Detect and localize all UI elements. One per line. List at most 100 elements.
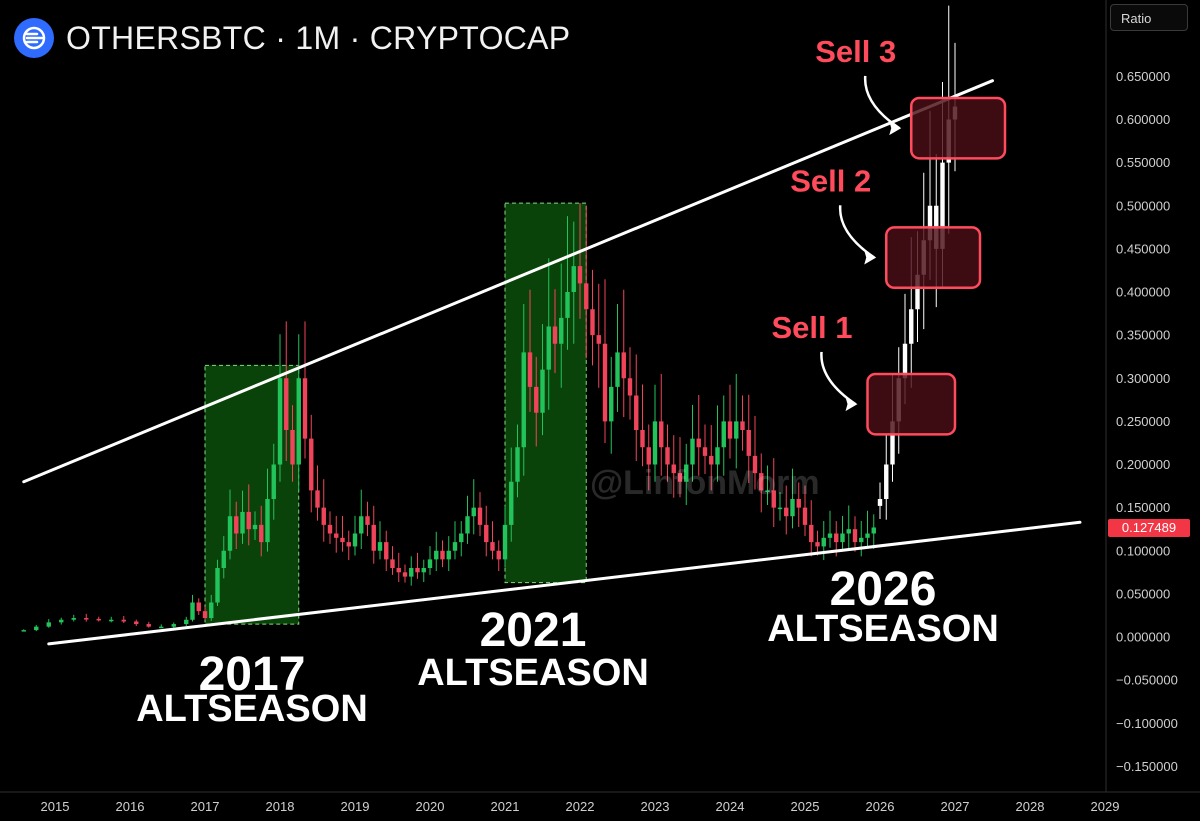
last-price-label: 0.127489 <box>1108 519 1190 537</box>
historical-candle <box>602 343 608 422</box>
y-tick-label: 0.600000 <box>1116 112 1170 127</box>
sell-label-3: Sell 3 <box>815 34 896 69</box>
historical-candle <box>134 621 139 625</box>
trendline-upper <box>22 79 994 484</box>
historical-candle <box>265 499 270 543</box>
historical-candle <box>171 624 176 627</box>
sell-label-1: Sell 1 <box>772 310 853 345</box>
sell-zone-2 <box>885 226 982 289</box>
historical-candle <box>284 378 289 430</box>
historical-candle <box>596 335 601 344</box>
projection-candle <box>940 162 945 249</box>
historical-candle <box>746 430 751 456</box>
historical-candle <box>296 378 301 465</box>
historical-candle <box>196 602 201 612</box>
historical-candle <box>452 542 458 551</box>
historical-candle <box>827 533 833 538</box>
projection-candle <box>884 464 889 499</box>
y-tick-label: 0.100000 <box>1116 543 1170 558</box>
projection-candle <box>915 274 920 310</box>
historical-candle <box>759 473 764 491</box>
historical-candle <box>752 455 758 474</box>
historical-candle <box>715 447 720 465</box>
historical-candle <box>727 421 733 439</box>
y-tick-label: 0.650000 <box>1116 69 1170 84</box>
y-tick-label: −0.100000 <box>1116 716 1178 731</box>
sell-zones: Sell 1 Sell 2 Sell 3 <box>772 34 1007 436</box>
historical-candle <box>359 516 364 534</box>
historical-candle <box>840 533 845 543</box>
historical-candle <box>190 602 195 620</box>
historical-candle <box>640 430 645 448</box>
watermark-text: @LinfonMorm <box>590 464 820 502</box>
historical-candle <box>202 611 208 619</box>
historical-candle <box>34 626 39 631</box>
historical-candle <box>584 283 589 310</box>
y-tick-label: 0.200000 <box>1116 457 1170 472</box>
historical-candle <box>671 464 676 474</box>
historical-candle <box>109 619 114 622</box>
historical-candle <box>552 326 558 344</box>
historical-candle <box>352 533 358 547</box>
y-tick-label: −0.150000 <box>1116 759 1178 774</box>
historical-candle <box>259 524 264 543</box>
historical-candle <box>846 529 851 534</box>
historical-candle <box>577 266 583 284</box>
historical-candle <box>290 430 295 465</box>
sell-arrow-2 <box>838 205 875 259</box>
historical-candle <box>334 533 339 538</box>
sell-zone-3 <box>910 96 1007 160</box>
x-tick-label: 2018 <box>266 799 295 814</box>
projection-candle <box>927 205 933 241</box>
historical-candle <box>209 602 214 619</box>
historical-candle <box>146 624 151 627</box>
scale-ratio-button[interactable]: Ratio <box>1110 4 1188 31</box>
historical-candle <box>540 369 545 413</box>
historical-candle <box>21 630 26 632</box>
historical-candle <box>159 626 164 629</box>
historical-candle <box>321 507 326 525</box>
y-tick-label: 0.450000 <box>1116 241 1170 256</box>
historical-candle <box>852 529 858 543</box>
historical-candle <box>740 421 745 430</box>
historical-candle <box>71 618 76 620</box>
historical-candle <box>665 447 670 465</box>
sell-arrowhead-2 <box>864 250 877 265</box>
historical-candle <box>277 378 283 465</box>
y-tick-label: 0.250000 <box>1116 414 1170 429</box>
sell-arrow-1 <box>820 351 857 406</box>
y-tick-label: 0.400000 <box>1116 285 1170 300</box>
historical-candle <box>690 438 695 465</box>
page-title: OTHERSBTC · 1M · CRYPTOCAP <box>66 19 571 56</box>
historical-candle <box>702 447 708 456</box>
historical-candle <box>796 499 801 508</box>
altseason-zone-1 <box>204 364 300 625</box>
historical-candle <box>59 619 64 623</box>
historical-candle <box>490 542 495 551</box>
annotation-label-2021: ALTSEASON <box>417 652 649 694</box>
historical-candle <box>96 618 101 621</box>
historical-candle <box>327 524 333 534</box>
historical-candle <box>684 464 689 482</box>
y-tick-label: 0.050000 <box>1116 586 1170 601</box>
historical-candle <box>534 386 539 413</box>
x-tick-label: 2016 <box>116 799 145 814</box>
historical-candle <box>221 550 226 568</box>
historical-candle <box>302 378 308 439</box>
sell-arrowhead-1 <box>845 397 858 412</box>
historical-candle <box>477 507 483 525</box>
historical-candle <box>240 511 245 534</box>
historical-candle <box>865 533 870 538</box>
historical-candle <box>802 507 808 525</box>
x-tick-label: 2021 <box>491 799 520 814</box>
historical-candle <box>234 516 239 534</box>
historical-candle <box>771 490 776 508</box>
sell-label-2: Sell 2 <box>790 163 871 198</box>
y-tick-label: −0.050000 <box>1116 673 1178 688</box>
historical-candle <box>459 533 464 543</box>
historical-candle <box>652 421 658 465</box>
historical-candle <box>340 537 345 543</box>
historical-candle <box>559 317 564 344</box>
